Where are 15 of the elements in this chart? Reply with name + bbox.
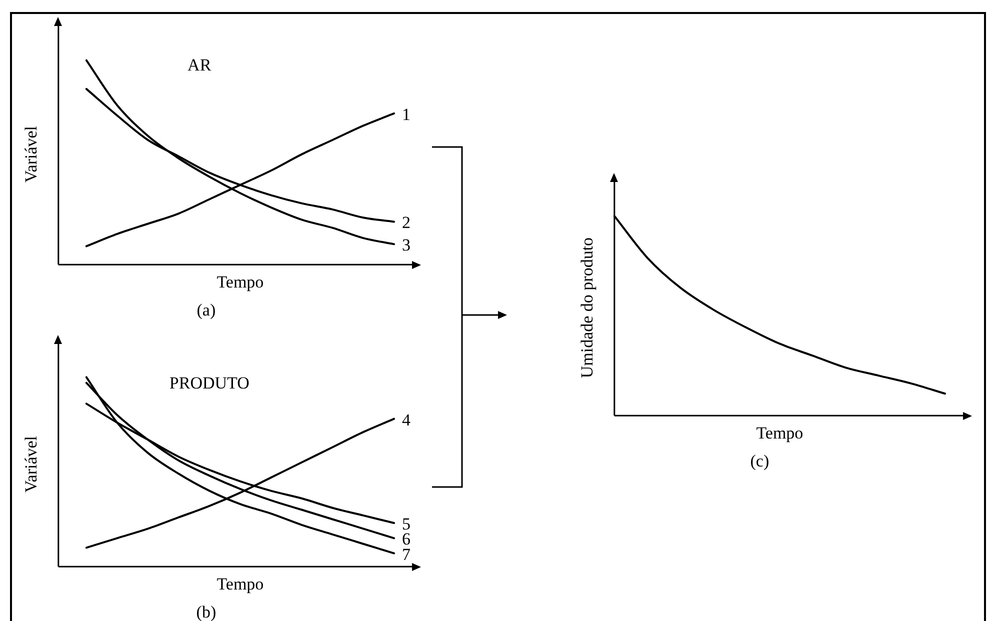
y-axis-title: Variável — [22, 436, 41, 493]
text: (b) — [196, 602, 216, 621]
series-label: 2 — [402, 213, 410, 232]
x-axis-title: Tempo — [216, 574, 264, 594]
chart-title: AR — [188, 55, 212, 74]
series-label: 1 — [402, 104, 410, 124]
series-label: 3 — [402, 236, 410, 255]
chart-title: PRODUTO — [169, 373, 250, 392]
x-axis-title: Tempo — [756, 423, 804, 442]
text: (c) — [750, 452, 770, 471]
x-axis-title: Tempo — [216, 272, 264, 292]
text: (a) — [196, 300, 216, 320]
series-label: 4 — [402, 410, 411, 430]
y-axis-title: Umidade do produto — [578, 237, 597, 378]
y-axis-title: Variável — [22, 126, 41, 183]
